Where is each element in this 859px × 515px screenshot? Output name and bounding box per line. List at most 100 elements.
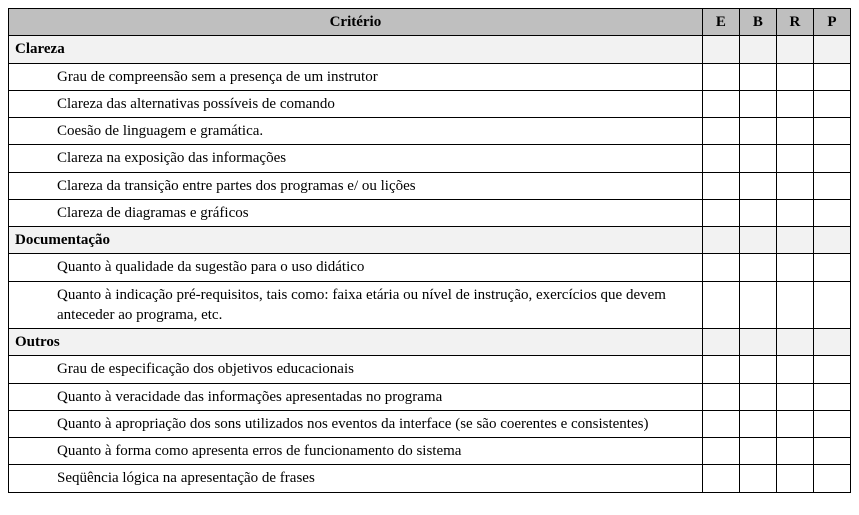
item-rating-cell[interactable] (739, 254, 776, 281)
header-rating-e: E (702, 9, 739, 36)
item-text: Clareza de diagramas e gráficos (9, 199, 703, 226)
item-text: Quanto à veracidade das informações apre… (9, 383, 703, 410)
item-rating-cell[interactable] (702, 410, 739, 437)
item-row: Quanto à forma como apresenta erros de f… (9, 438, 851, 465)
item-rating-cell[interactable] (813, 410, 850, 437)
item-rating-cell[interactable] (776, 465, 813, 492)
item-rating-cell[interactable] (702, 438, 739, 465)
section-rating-cell (776, 36, 813, 63)
item-text: Grau de especificação dos objetivos educ… (9, 356, 703, 383)
item-rating-cell[interactable] (702, 356, 739, 383)
item-row: Quanto à indicação pré-requisitos, tais … (9, 281, 851, 329)
item-rating-cell[interactable] (702, 118, 739, 145)
item-row: Grau de compreensão sem a presença de um… (9, 63, 851, 90)
section-title: Outros (9, 329, 703, 356)
item-text: Quanto à qualidade da sugestão para o us… (9, 254, 703, 281)
item-rating-cell[interactable] (739, 356, 776, 383)
item-text: Quanto à forma como apresenta erros de f… (9, 438, 703, 465)
item-rating-cell[interactable] (702, 63, 739, 90)
item-rating-cell[interactable] (739, 410, 776, 437)
criteria-table: Critério E B R P ClarezaGrau de compreen… (8, 8, 851, 493)
item-text: Clareza da transição entre partes dos pr… (9, 172, 703, 199)
item-rating-cell[interactable] (739, 172, 776, 199)
item-rating-cell[interactable] (813, 145, 850, 172)
section-rating-cell (813, 36, 850, 63)
item-text: Seqüência lógica na apresentação de fras… (9, 465, 703, 492)
item-rating-cell[interactable] (702, 172, 739, 199)
item-row: Coesão de linguagem e gramática. (9, 118, 851, 145)
item-row: Clareza na exposição das informações (9, 145, 851, 172)
item-rating-cell[interactable] (776, 118, 813, 145)
item-rating-cell[interactable] (739, 281, 776, 329)
criteria-body: ClarezaGrau de compreensão sem a presenç… (9, 36, 851, 492)
item-rating-cell[interactable] (776, 383, 813, 410)
item-rating-cell[interactable] (813, 118, 850, 145)
item-row: Grau de especificação dos objetivos educ… (9, 356, 851, 383)
section-rating-cell (739, 227, 776, 254)
item-rating-cell[interactable] (776, 438, 813, 465)
item-rating-cell[interactable] (813, 63, 850, 90)
item-row: Quanto à apropriação dos sons utilizados… (9, 410, 851, 437)
section-rating-cell (813, 329, 850, 356)
item-rating-cell[interactable] (813, 465, 850, 492)
item-rating-cell[interactable] (813, 254, 850, 281)
item-rating-cell[interactable] (739, 63, 776, 90)
item-rating-cell[interactable] (739, 438, 776, 465)
item-rating-cell[interactable] (739, 90, 776, 117)
item-rating-cell[interactable] (702, 465, 739, 492)
item-rating-cell[interactable] (776, 410, 813, 437)
item-row: Quanto à veracidade das informações apre… (9, 383, 851, 410)
item-rating-cell[interactable] (776, 199, 813, 226)
item-row: Quanto à qualidade da sugestão para o us… (9, 254, 851, 281)
section-title: Clareza (9, 36, 703, 63)
item-rating-cell[interactable] (813, 356, 850, 383)
item-rating-cell[interactable] (776, 63, 813, 90)
item-text: Quanto à apropriação dos sons utilizados… (9, 410, 703, 437)
section-rating-cell (702, 227, 739, 254)
item-rating-cell[interactable] (776, 90, 813, 117)
section-rating-cell (739, 329, 776, 356)
section-rating-cell (776, 227, 813, 254)
item-rating-cell[interactable] (739, 145, 776, 172)
item-row: Clareza da transição entre partes dos pr… (9, 172, 851, 199)
item-rating-cell[interactable] (776, 172, 813, 199)
section-rating-cell (813, 227, 850, 254)
header-rating-r: R (776, 9, 813, 36)
section-row: Clareza (9, 36, 851, 63)
header-rating-b: B (739, 9, 776, 36)
item-rating-cell[interactable] (813, 172, 850, 199)
item-rating-cell[interactable] (702, 199, 739, 226)
item-rating-cell[interactable] (702, 90, 739, 117)
item-rating-cell[interactable] (776, 356, 813, 383)
item-rating-cell[interactable] (739, 465, 776, 492)
item-rating-cell[interactable] (776, 281, 813, 329)
item-rating-cell[interactable] (739, 118, 776, 145)
item-rating-cell[interactable] (776, 145, 813, 172)
item-rating-cell[interactable] (813, 90, 850, 117)
item-rating-cell[interactable] (739, 383, 776, 410)
item-rating-cell[interactable] (702, 383, 739, 410)
section-rating-cell (776, 329, 813, 356)
item-rating-cell[interactable] (813, 383, 850, 410)
header-row: Critério E B R P (9, 9, 851, 36)
item-text: Coesão de linguagem e gramática. (9, 118, 703, 145)
item-row: Seqüência lógica na apresentação de fras… (9, 465, 851, 492)
section-row: Documentação (9, 227, 851, 254)
header-criterion: Critério (9, 9, 703, 36)
item-text: Grau de compreensão sem a presença de um… (9, 63, 703, 90)
item-text: Clareza das alternativas possíveis de co… (9, 90, 703, 117)
item-rating-cell[interactable] (813, 281, 850, 329)
item-rating-cell[interactable] (702, 145, 739, 172)
item-rating-cell[interactable] (702, 254, 739, 281)
item-row: Clareza das alternativas possíveis de co… (9, 90, 851, 117)
item-rating-cell[interactable] (813, 438, 850, 465)
item-rating-cell[interactable] (739, 199, 776, 226)
item-rating-cell[interactable] (702, 281, 739, 329)
item-row: Clareza de diagramas e gráficos (9, 199, 851, 226)
item-text: Quanto à indicação pré-requisitos, tais … (9, 281, 703, 329)
item-rating-cell[interactable] (813, 199, 850, 226)
item-text: Clareza na exposição das informações (9, 145, 703, 172)
item-rating-cell[interactable] (776, 254, 813, 281)
section-rating-cell (739, 36, 776, 63)
section-row: Outros (9, 329, 851, 356)
